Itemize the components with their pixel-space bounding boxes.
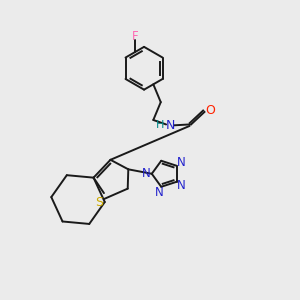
Text: F: F <box>131 30 138 43</box>
Text: N: N <box>177 156 186 169</box>
Text: N: N <box>155 186 164 199</box>
Text: O: O <box>205 104 215 117</box>
Text: N: N <box>177 179 186 192</box>
Text: N: N <box>166 119 175 132</box>
Text: H: H <box>156 120 164 130</box>
Text: N: N <box>142 167 150 180</box>
Text: S: S <box>95 196 104 208</box>
